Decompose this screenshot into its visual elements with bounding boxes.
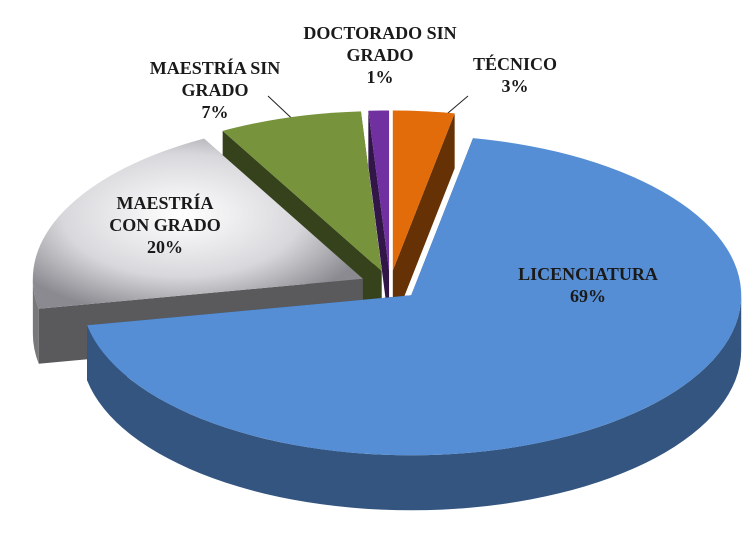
category-label: MAESTRÍA CON GRADO	[109, 193, 221, 235]
pie-slice	[222, 111, 382, 272]
value-label: 3%	[501, 76, 529, 96]
slice-label: DOCTORADO SIN GRADO 1%	[295, 22, 465, 88]
slice-label: TÉCNICO 3%	[455, 53, 575, 97]
value-label: 20%	[147, 237, 183, 257]
category-label: MAESTRÍA SIN GRADO	[149, 58, 281, 100]
category-label: TÉCNICO	[472, 54, 557, 74]
pie-slice	[32, 138, 363, 309]
slice-wall	[87, 295, 742, 511]
slice-wall	[32, 278, 39, 364]
pie-slice	[392, 110, 455, 271]
category-label: DOCTORADO SIN GRADO	[303, 23, 457, 65]
slice-label: MAESTRÍA SIN GRADO 7%	[140, 57, 290, 123]
category-label: LICENCIATURA	[518, 264, 658, 284]
value-label: 1%	[366, 67, 394, 87]
value-label: 7%	[201, 102, 229, 122]
slice-side	[368, 110, 390, 326]
pie-slice	[368, 110, 390, 271]
slice-label: LICENCIATURA 69%	[488, 263, 688, 307]
slice-label: MAESTRÍA CON GRADO 20%	[95, 192, 235, 258]
value-label: 69%	[570, 286, 606, 306]
pie-slice	[87, 138, 742, 456]
slice-side	[392, 113, 455, 326]
